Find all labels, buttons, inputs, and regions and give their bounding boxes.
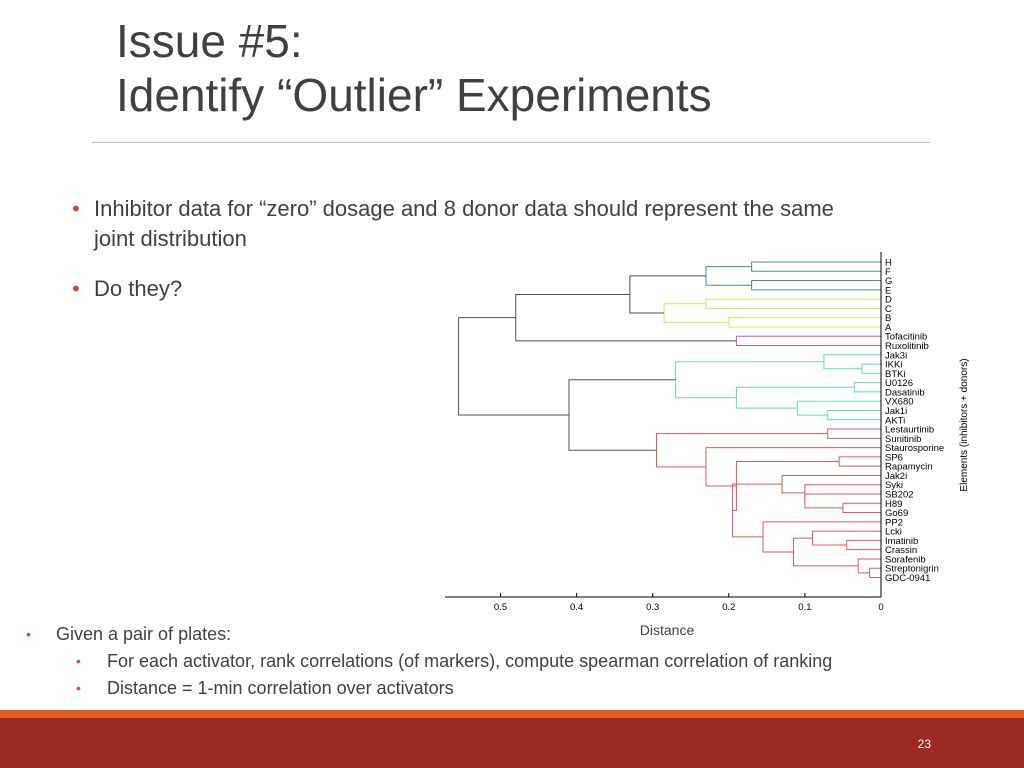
bullet-item: • Inhibitor data for “zero” dosage and 8… xyxy=(72,194,874,254)
leaf-label: SP6 xyxy=(885,452,903,463)
leaf-label: Dasatinib xyxy=(885,387,925,398)
lower-sub-bullet-item: • For each activator, rank correlations … xyxy=(24,648,1004,675)
title-divider xyxy=(92,142,930,143)
bullet-icon: • xyxy=(72,276,80,301)
lower-bullet-item: • Given a pair of plates: xyxy=(24,621,1004,648)
leaf-label: H89 xyxy=(885,499,902,510)
dendrogram-link xyxy=(728,317,881,328)
leaf-label: Jak1i xyxy=(885,406,907,417)
leaf-label: PP2 xyxy=(885,517,903,528)
dendrogram-link xyxy=(568,379,676,451)
dendrogram-link xyxy=(732,461,840,512)
dendrogram-link xyxy=(735,386,855,409)
x-axis-title: Distance xyxy=(640,622,695,638)
leaf-label: Staurosporine xyxy=(885,443,944,454)
dendrogram-link xyxy=(629,275,706,314)
dendrogram-link xyxy=(705,447,881,487)
leaf-label: Go69 xyxy=(885,508,908,519)
x-tick-label: 0.4 xyxy=(570,602,583,613)
leaf-label: Sunitinib xyxy=(885,434,921,445)
dendrogram-link xyxy=(804,484,881,501)
x-tick-label: 0.3 xyxy=(646,602,659,613)
leaf-label: SB202 xyxy=(885,490,914,501)
dendrogram-link xyxy=(869,567,881,579)
page-number: 23 xyxy=(917,737,931,751)
dendrogram-link xyxy=(792,537,859,567)
leaf-label: A xyxy=(885,322,892,333)
title-line-2: Identify “Outlier” Experiments xyxy=(116,69,712,121)
dendrogram-link xyxy=(838,456,881,467)
dendrogram-link xyxy=(823,354,881,370)
bullet-text: Do they? xyxy=(94,276,183,301)
leaf-label: F xyxy=(885,267,891,278)
leaf-label: Sorafenib xyxy=(885,554,926,565)
dendrogram-link xyxy=(796,400,881,416)
footer-bar xyxy=(0,718,1024,768)
leaf-label: D xyxy=(885,295,892,306)
leaf-label: IKKi xyxy=(885,360,902,371)
leaf-label: BTKi xyxy=(885,369,906,380)
leaf-label: Streptonigrin xyxy=(885,564,939,575)
leaf-label: GDC-0941 xyxy=(885,573,930,584)
dendrogram-link xyxy=(842,502,881,514)
leaf-label: Jak3i xyxy=(885,350,907,361)
slide-title: Issue #5: Identify “Outlier” Experiments xyxy=(116,14,712,122)
dendrogram-link xyxy=(781,474,881,494)
leaf-label: Syki xyxy=(885,480,903,491)
dendrogram-link xyxy=(846,539,881,551)
dendrogram-link xyxy=(675,361,824,399)
dendrogram-link xyxy=(732,483,783,538)
dendrogram-link xyxy=(861,363,881,374)
lower-bullet-text: For each activator, rank correlations (o… xyxy=(107,651,833,671)
leaf-label: G xyxy=(885,276,892,287)
x-tick-label: 0.2 xyxy=(722,602,735,613)
footer-stripe xyxy=(0,710,1024,718)
lower-bullet-text: Given a pair of plates: xyxy=(56,624,232,644)
leaf-label: E xyxy=(885,285,891,296)
leaf-label: Lcki xyxy=(885,527,902,538)
dendrogram-link xyxy=(735,335,881,347)
leaf-label: Imatinib xyxy=(885,536,918,547)
leaf-label: Rapamycin xyxy=(885,462,933,473)
title-line-1: Issue #5: xyxy=(116,15,303,67)
dendrogram-link xyxy=(458,317,569,416)
leaf-label: H xyxy=(885,258,892,269)
y-axis-title: Elements (inhibitors + donors) xyxy=(959,358,970,491)
leaf-label: U0126 xyxy=(885,378,913,389)
bullet-icon: • xyxy=(76,680,81,696)
leaf-label: VX680 xyxy=(885,397,914,408)
bullet-icon: • xyxy=(76,653,81,669)
lower-sub-bullet-item: • Distance = 1-min correlation over acti… xyxy=(24,675,1004,702)
dendrogram-link xyxy=(751,261,881,272)
lower-bullet-list: • Given a pair of plates: • For each act… xyxy=(24,621,1004,702)
leaf-label: Tofacitinib xyxy=(885,332,927,343)
bullet-text: Inhibitor data for “zero” dosage and 8 d… xyxy=(94,196,834,251)
bullet-icon: • xyxy=(72,196,80,221)
leaf-label: Crassin xyxy=(885,545,917,556)
lower-bullet-text: Distance = 1-min correlation over activa… xyxy=(107,678,454,698)
dendrogram-link xyxy=(751,280,881,291)
leaf-label: Ruxolitinib xyxy=(885,341,929,352)
leaf-label: Lestaurtinib xyxy=(885,425,934,436)
dendrogram-link xyxy=(853,382,881,393)
bullet-item: • Do they? xyxy=(72,274,892,304)
dendrogram-link xyxy=(705,266,752,286)
leaf-label: Jak2i xyxy=(885,471,907,482)
x-tick-label: 0.1 xyxy=(798,602,811,613)
leaf-label: AKTi xyxy=(885,415,905,426)
dendrogram-link xyxy=(705,298,881,309)
bullet-list: • Inhibitor data for “zero” dosage and 8… xyxy=(72,194,892,324)
leaf-label: B xyxy=(885,313,891,324)
dendrogram-link xyxy=(827,428,881,439)
dendrogram-link xyxy=(827,409,881,421)
leaf-label: C xyxy=(885,304,892,315)
dendrogram-link xyxy=(663,303,729,323)
bullet-icon: • xyxy=(26,626,31,642)
dendrogram-link xyxy=(762,521,881,553)
x-tick-label: 0.5 xyxy=(494,602,507,613)
x-tick-label: 0 xyxy=(878,602,883,613)
dendrogram-link xyxy=(515,293,737,342)
